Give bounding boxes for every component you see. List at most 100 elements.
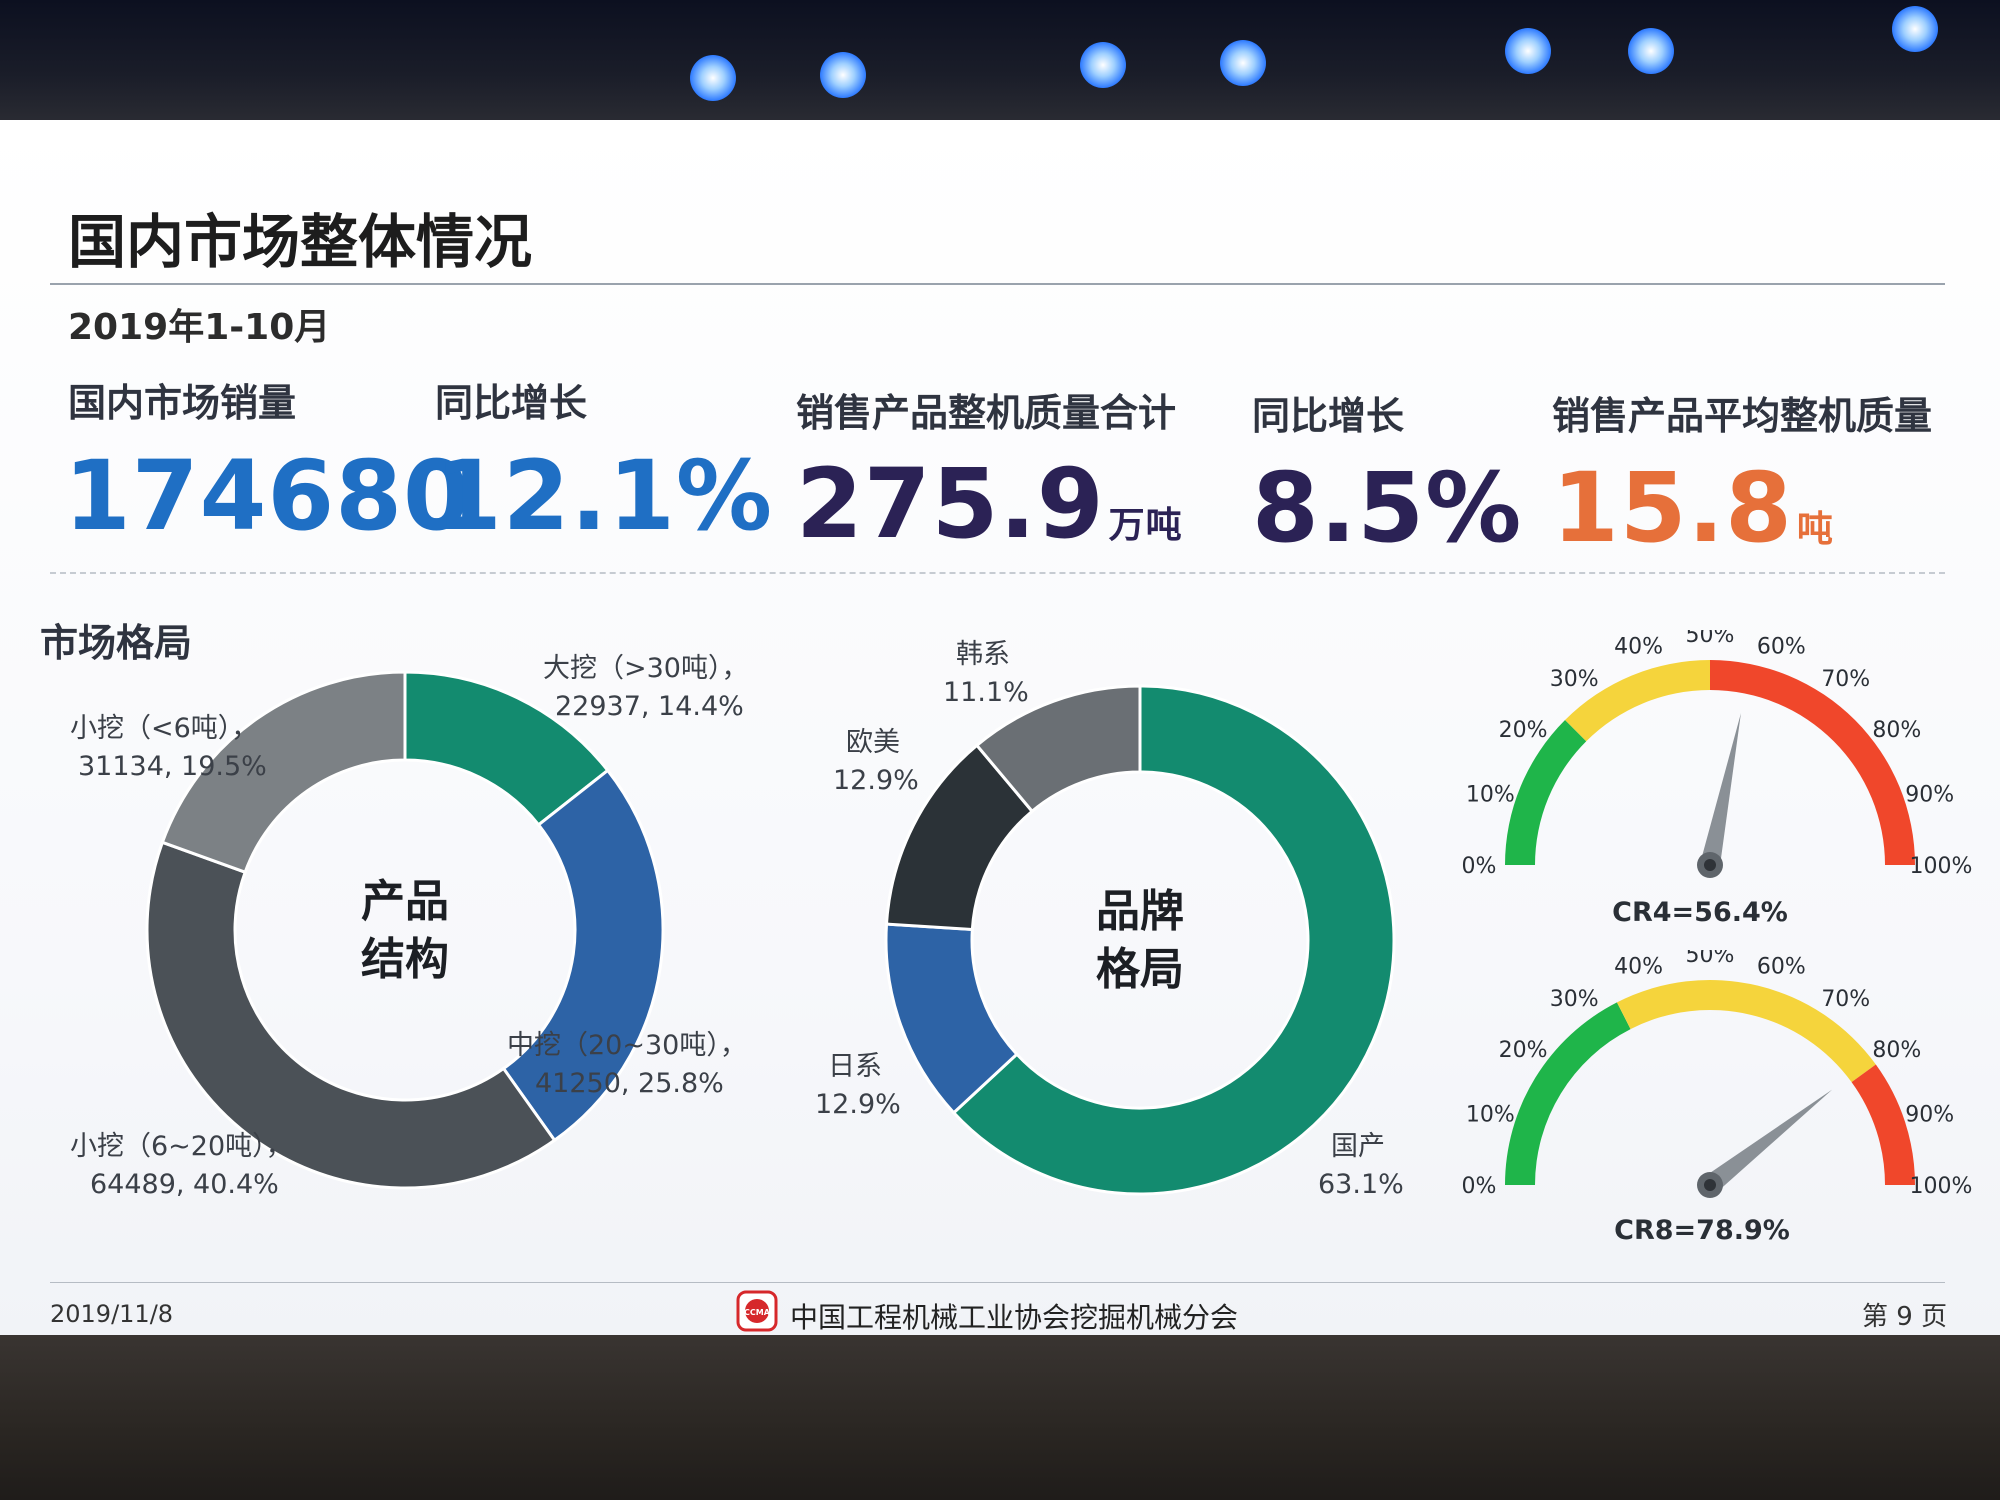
gauge-tick-label: 0% xyxy=(1462,854,1497,879)
gauge-needle xyxy=(1700,713,1741,867)
ccma-logo-icon: CCMA xyxy=(736,1290,778,1332)
gauge-tick-label: 10% xyxy=(1466,1103,1515,1128)
slice-label-korea: 韩系 11.1% xyxy=(943,636,1029,712)
stage-background xyxy=(0,0,2000,125)
stage-light xyxy=(1892,6,1938,52)
slice-value: 12.9% xyxy=(833,765,919,796)
slice-value: 64489, 40.4% xyxy=(90,1169,279,1200)
stage-light xyxy=(1505,28,1551,74)
slice-label-mini: 小挖（<6吨）， 31134, 19.5% xyxy=(70,710,267,786)
gauge-band xyxy=(1505,720,1587,865)
cr8-caption: CR8=78.9% xyxy=(1614,1215,1790,1246)
stage-light xyxy=(820,52,866,98)
donut-slice xyxy=(974,684,1142,814)
slice-label-domestic: 国产 63.1% xyxy=(1318,1128,1404,1204)
stat-value-avg-mass: 15.8 吨 xyxy=(1552,452,1834,564)
stat-value-total-mass: 275.9 万吨 xyxy=(796,448,1183,560)
gauge-tick-label: 20% xyxy=(1499,718,1548,743)
stage-light xyxy=(1628,28,1674,74)
stage-light xyxy=(1080,42,1126,88)
gauge-tick-label: 10% xyxy=(1466,783,1515,808)
stat-label-mass-growth: 同比增长 xyxy=(1252,394,1405,438)
slice-name: 小挖（<6吨）， xyxy=(70,713,259,744)
gauge-tick-label: 50% xyxy=(1686,630,1735,648)
stat-label-avg-mass: 销售产品平均整机质量 xyxy=(1552,394,1933,438)
stat-unit: 万吨 xyxy=(1108,505,1183,546)
slice-label-japan: 日系 12.9% xyxy=(815,1048,901,1124)
stage-light xyxy=(690,55,736,101)
gauge-band xyxy=(1505,1002,1631,1185)
gauge-tick-label: 80% xyxy=(1872,718,1921,743)
stat-number: 174680 xyxy=(64,440,471,552)
stat-number: 275.9 xyxy=(796,448,1105,560)
gauge-tick-label: 90% xyxy=(1905,1103,1954,1128)
slice-label-large: 大挖（>30吨）， 22937, 14.4% xyxy=(543,650,748,726)
slice-label-medium: 中挖（20~30吨）， 41250, 25.8% xyxy=(507,1027,747,1103)
stat-value-growth: 12.1% xyxy=(435,440,777,552)
gauge-band xyxy=(1710,660,1915,865)
slice-value: 41250, 25.8% xyxy=(535,1068,724,1099)
gauge-needle xyxy=(1703,1089,1833,1193)
gauge-tick-label: 20% xyxy=(1499,1038,1548,1063)
gauge-band xyxy=(1851,1064,1915,1185)
gauge-tick-label: 100% xyxy=(1910,854,1973,879)
footer-divider xyxy=(50,1282,1945,1283)
slice-value: 12.9% xyxy=(815,1089,901,1120)
slide-title: 国内市场整体情况 xyxy=(68,208,533,276)
gauge-hub-center xyxy=(1704,1179,1716,1191)
slice-name: 国产 xyxy=(1331,1131,1385,1162)
gauge-tick-label: 60% xyxy=(1757,954,1806,979)
gauge-tick-label: 30% xyxy=(1550,667,1599,692)
slice-label-small: 小挖（6~20吨）， 64489, 40.4% xyxy=(70,1128,293,1204)
gauge-tick-label: 70% xyxy=(1821,987,1870,1012)
gauge-band xyxy=(1565,660,1710,742)
gauge-tick-label: 50% xyxy=(1686,950,1735,968)
slice-name: 小挖（6~20吨）， xyxy=(70,1131,293,1162)
stage-floor xyxy=(0,1330,2000,1500)
title-divider xyxy=(50,283,1945,285)
footer-org: 中国工程机械工业协会挖掘机械分会 xyxy=(790,1301,1239,1334)
gauge-hub-center xyxy=(1704,859,1716,871)
cr4-gauge: 0% 10% 20% 30% 40% 50% 60% 70% 80% 90% 100% xyxy=(1462,630,1973,879)
gauge-tick-label: 60% xyxy=(1757,634,1806,659)
gauge-tick-label: 30% xyxy=(1550,987,1599,1012)
logo-text: CCMA xyxy=(744,1308,771,1317)
slice-name: 日系 xyxy=(828,1051,882,1082)
stat-number: 12.1% xyxy=(435,440,774,552)
section-title: 市场格局 xyxy=(40,621,193,665)
stat-value-sales: 174680 xyxy=(64,440,475,552)
slice-value: 31134, 19.5% xyxy=(78,751,267,782)
slice-label-euro-us: 欧美 12.9% xyxy=(833,724,919,800)
slice-value: 11.1% xyxy=(943,677,1029,708)
donut-center-label: 结构 xyxy=(361,934,449,985)
period-label: 2019年1-10月 xyxy=(68,307,331,348)
gauge-band xyxy=(1616,980,1876,1083)
stat-label-total-mass: 销售产品整机质量合计 xyxy=(796,391,1177,435)
donut-slice xyxy=(951,684,1396,1196)
gauge-tick-label: 40% xyxy=(1614,954,1663,979)
stat-label-sales: 国内市场销量 xyxy=(68,381,297,425)
slice-name: 中挖（20~30吨）， xyxy=(507,1030,747,1061)
stat-unit: 吨 xyxy=(1796,509,1834,550)
footer-page: 第 9 页 xyxy=(1862,1302,1948,1332)
donut-slice xyxy=(160,670,407,875)
slice-name: 欧美 xyxy=(846,727,900,758)
footer-date: 2019/11/8 xyxy=(50,1300,174,1328)
gauge-tick-label: 0% xyxy=(1462,1174,1497,1199)
stat-number: 8.5% xyxy=(1252,452,1523,564)
gauge-tick-label: 40% xyxy=(1614,634,1663,659)
stats-divider xyxy=(50,572,1945,574)
stat-value-mass-growth: 8.5% xyxy=(1252,452,1526,564)
slice-value: 22937, 14.4% xyxy=(555,691,744,722)
slice-name: 大挖（>30吨）， xyxy=(543,653,749,684)
cr4-caption: CR4=56.4% xyxy=(1612,897,1788,928)
donut-center-label: 品牌 xyxy=(1096,886,1184,937)
donut-center-label: 格局 xyxy=(1096,944,1184,995)
gauge-tick-label: 100% xyxy=(1910,1174,1973,1199)
stat-number: 15.8 xyxy=(1552,452,1793,564)
slice-value: 63.1% xyxy=(1318,1169,1404,1200)
stage-light xyxy=(1220,40,1266,86)
cr8-gauge: 0% 10% 20% 30% 40% 50% 60% 70% 80% 90% 100% xyxy=(1462,950,1973,1199)
